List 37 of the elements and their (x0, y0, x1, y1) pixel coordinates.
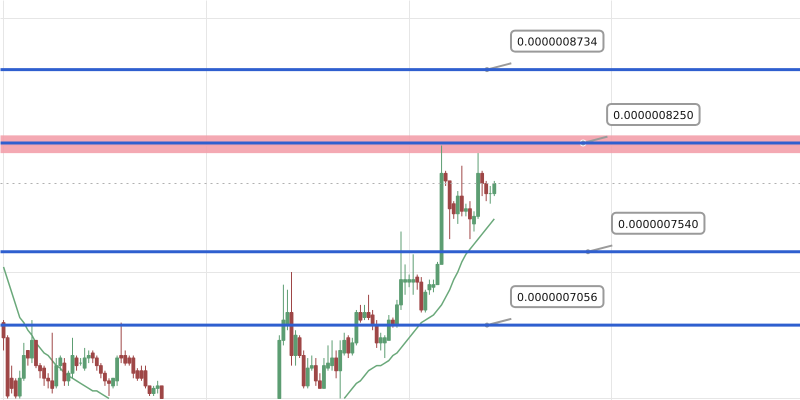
candlestick (54, 358, 58, 389)
candlestick (42, 365, 46, 386)
candlestick (90, 350, 95, 364)
annotation: 0.0000007056 (516, 291, 598, 304)
candlestick (152, 385, 156, 396)
candlestick (160, 385, 164, 400)
candlestick (464, 203, 468, 217)
candlestick (468, 200, 472, 240)
candlestick (50, 332, 54, 394)
candlestick (314, 358, 318, 386)
candlestick (334, 350, 338, 379)
candlestick (362, 304, 366, 321)
candlestick (119, 322, 124, 364)
text: 0.0000008734 (516, 36, 598, 49)
candlestick (30, 320, 34, 364)
candlestick (294, 330, 298, 366)
candlestick (131, 355, 136, 379)
annotation: 0.0000007540 (618, 218, 698, 231)
candlestick (74, 355, 78, 372)
candlestick (62, 358, 66, 386)
candlestick (330, 340, 334, 372)
candlestick (156, 380, 160, 394)
candlestick (123, 350, 128, 366)
candlestick (378, 332, 383, 351)
candlestick (82, 347, 87, 372)
candlestick (115, 355, 120, 386)
candlestick (460, 165, 464, 217)
candlestick (306, 358, 310, 389)
candlestick (411, 254, 416, 296)
candlestick (407, 274, 412, 288)
candlestick (358, 304, 362, 324)
text: 0.0000008250 (613, 108, 694, 122)
candlestick (26, 350, 30, 366)
candlestick (480, 170, 484, 197)
candlestick (346, 334, 350, 359)
candlestick (14, 378, 18, 400)
candlestick (456, 190, 460, 224)
